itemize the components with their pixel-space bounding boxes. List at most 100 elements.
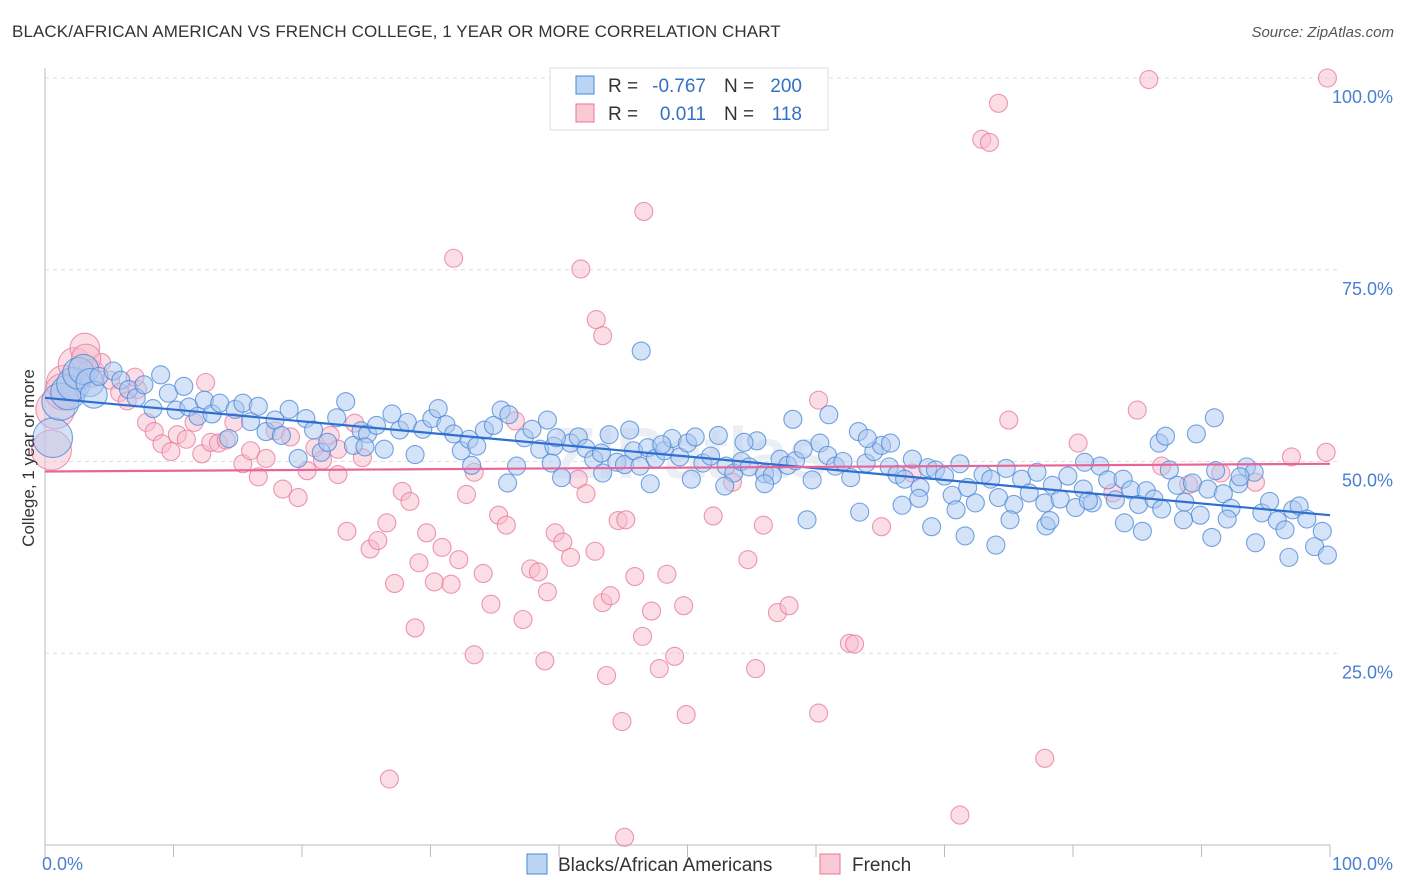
french-point-79 [703,506,723,526]
y-tick-labels: 25.0% 50.0% 75.0% 100.0% [1332,87,1393,682]
black-point-15 [151,365,171,385]
french-point-30 [288,487,308,508]
black-point-43 [366,415,387,436]
black-point-166 [1317,545,1337,565]
french-point-72 [625,566,645,587]
black-point-60 [499,405,519,425]
black-point-177 [880,433,901,453]
french-point-61 [537,582,557,602]
french-point-122 [464,645,484,665]
legend-r-value-french: 0.011 [660,104,706,125]
stats-legend-box [549,67,829,131]
french-point-58 [513,609,533,630]
black-point-174 [783,409,803,429]
french-point-49 [441,574,461,594]
black-point-86 [701,446,721,466]
black-point-84 [685,427,705,447]
black-point-168 [462,455,482,475]
black-point-180 [1000,510,1020,530]
black-point-186 [1186,424,1206,444]
black-point-202 [797,510,817,530]
black-point-61 [507,456,527,476]
trend-lines [44,396,1331,517]
legend-n-value-black: 200 [770,76,802,97]
black-point-187 [1204,408,1224,428]
french-point-24 [241,441,261,461]
black-point-179 [946,500,966,520]
black-point-149 [1190,505,1210,525]
french-point-66 [576,484,596,504]
black-point-185 [1155,426,1176,446]
french-point-108 [979,132,1000,152]
black-point-48 [405,445,425,465]
black-point-98 [793,439,813,459]
french-point-116 [844,634,865,654]
french-point-35 [328,464,348,485]
black-point-189 [1279,547,1299,567]
legend-r-label-french: R = [608,104,638,125]
series-black-points [32,341,1337,567]
black-point-190 [1245,533,1266,553]
french-point-87 [871,517,892,537]
black-point-120 [965,493,985,513]
black-point-33 [288,448,308,468]
french-point-76 [657,564,677,584]
black-point-31 [271,425,291,445]
black-point-77 [630,456,650,476]
french-point-50 [449,550,469,570]
french-point-99 [1281,447,1301,467]
french-point-101 [444,248,464,268]
black-point-167 [355,437,375,457]
black-point-201 [850,502,870,522]
y-tick-label-0: 25.0% [1342,662,1393,682]
french-point-106 [809,390,829,410]
black-point-26 [233,393,253,413]
black-point-160 [1275,520,1295,540]
legend-swatch-french [575,103,595,123]
black-point-63 [522,419,542,439]
french-point-102 [571,259,591,279]
french-point-81 [738,550,758,570]
french-point-41 [377,513,397,533]
french-point-91 [1035,748,1055,768]
french-point-36 [337,521,357,541]
black-point-112 [902,449,922,469]
french-point-26 [256,448,276,468]
french-point-109 [988,93,1009,113]
black-point-175 [819,405,839,425]
y-tick-label-1: 50.0% [1342,471,1393,491]
legend-n-label-black: N = [724,76,754,97]
black-point-39 [336,392,356,412]
black-point-99 [802,470,822,490]
black-point-37 [318,432,338,452]
black-point-65 [537,410,557,430]
french-point-48 [432,537,452,557]
french-point-25 [248,467,268,487]
black-point-56 [467,436,487,456]
black-point-111 [895,469,915,489]
black-point-104 [841,468,861,488]
french-point-56 [496,515,516,535]
black-point-200 [892,495,912,515]
legend-r-value-black: -0.767 [652,76,706,97]
black-point-196 [1040,511,1060,531]
gridlines [45,77,1340,654]
french-point-67 [585,541,605,561]
y-tick-label-3: 100.0% [1332,87,1393,107]
french-point-105 [634,201,654,222]
black-point-173 [734,432,754,452]
french-point-113 [612,711,632,732]
french-point-51 [456,484,477,505]
french-point-63 [553,532,573,552]
black-point-193 [1173,510,1194,530]
black-point-209 [498,473,518,493]
bottom-legend-label-french: French [852,855,911,876]
black-point-138 [1105,490,1125,510]
black-point-116 [934,466,955,486]
black-point-176 [857,428,877,449]
french-point-69 [600,586,620,606]
bottom-legend-label-black: Blacks/African Americans [558,855,772,876]
chart-title: BLACK/AFRICAN AMERICAN VS FRENCH COLLEGE… [12,22,781,41]
french-point-75 [649,659,669,679]
